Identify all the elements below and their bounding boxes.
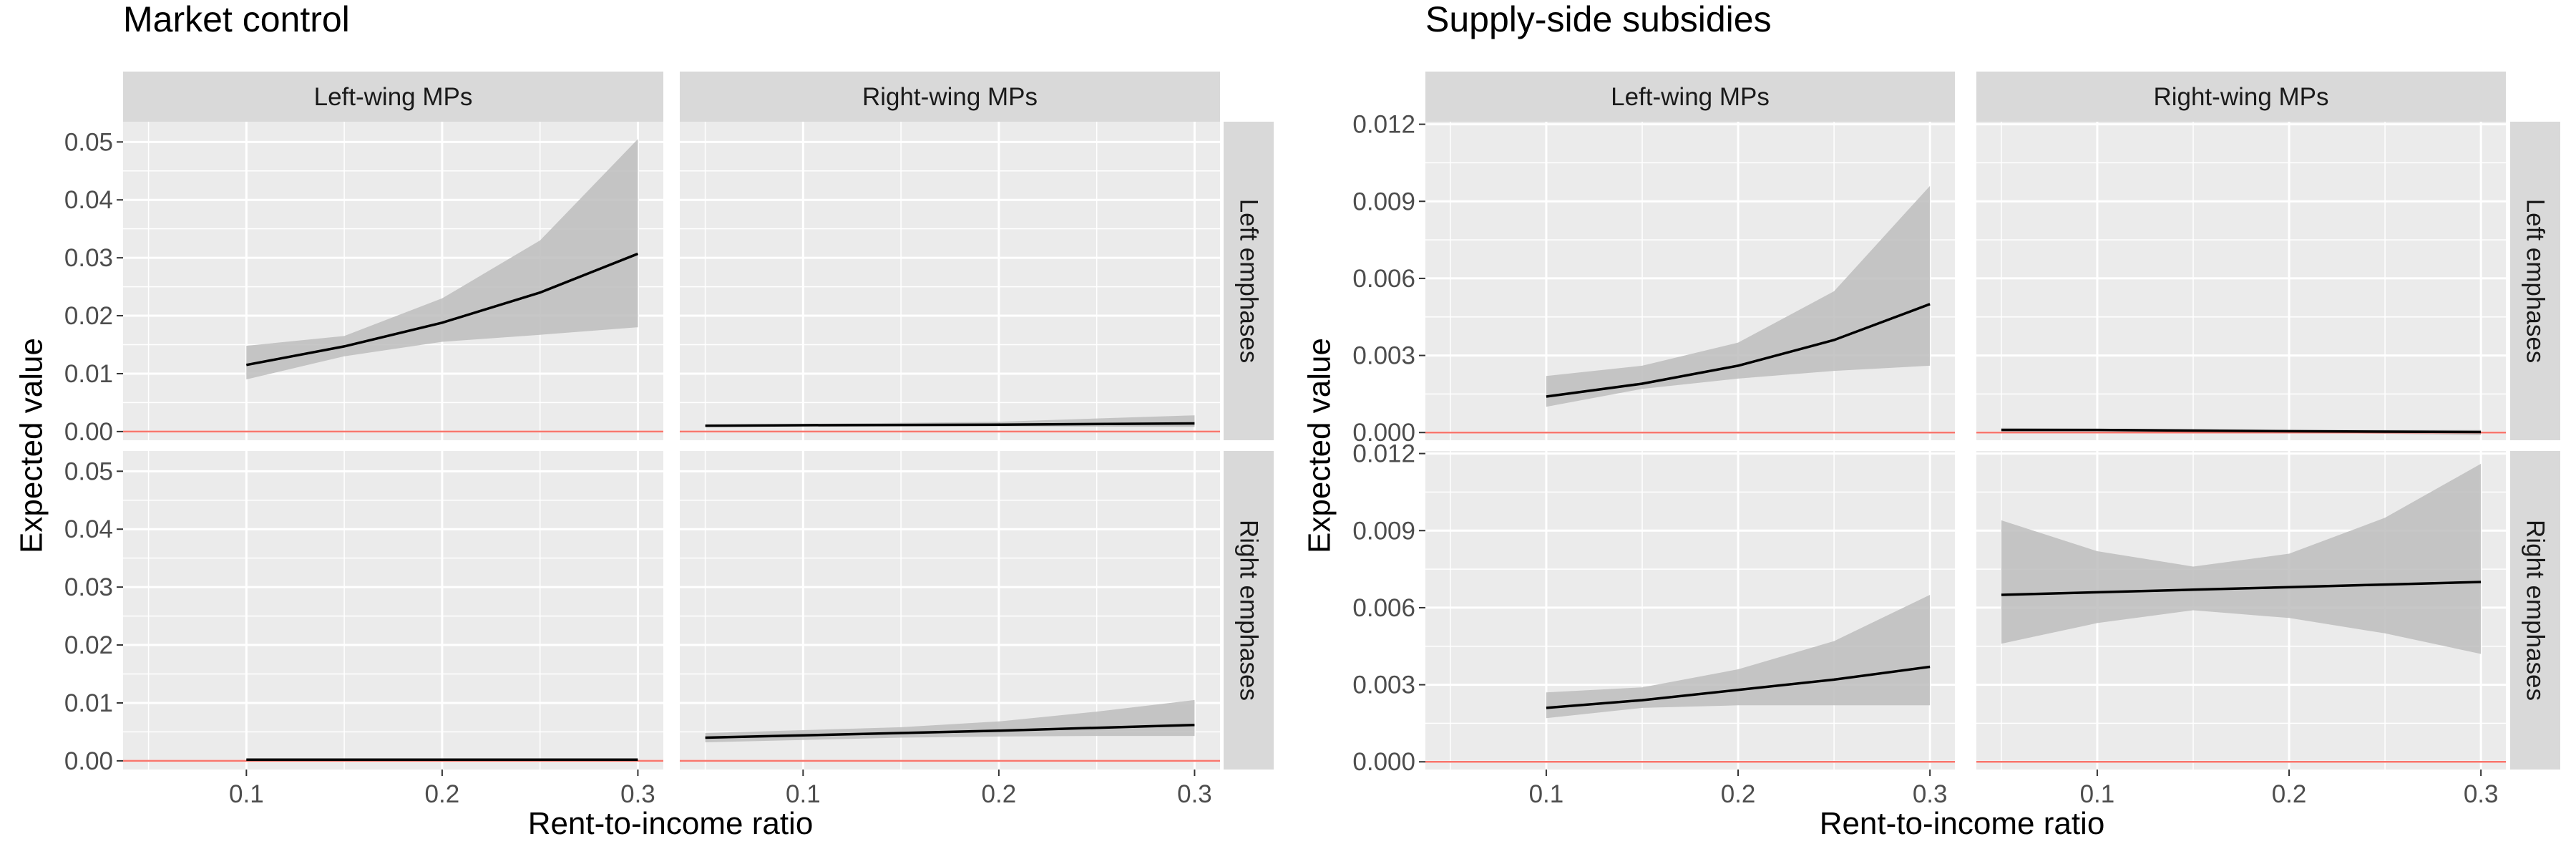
chart-title: Market control [123,0,350,39]
expected-value-line [2001,428,2482,434]
confidence-ribbon [705,699,1195,742]
confidence-ribbon [1546,595,1931,719]
y-tick-label: 0.012 [1352,440,1415,468]
confidence-ribbon [2001,463,2482,654]
x-tick-label: 0.1 [2080,780,2115,808]
row-strip [2510,122,2560,440]
x-axis-title: Rent-to-income ratio [528,806,814,841]
chart-supply-side-subsidies: Supply-side subsidies Left-wing MPs Right-… [1302,0,2560,841]
y-tick-label: 0.000 [1352,748,1415,776]
panel-background [1425,451,1955,770]
row-strip [1224,122,1274,440]
y-tick-label: 0.03 [64,573,113,601]
y-tick-label: 0.003 [1352,671,1415,699]
expected-value-line [1546,665,1931,709]
panel-background [1976,122,2506,440]
row-strip [2510,451,2560,770]
facet-panel [680,451,1220,770]
facet-panel [1976,451,2506,770]
y-tick-label: 0.02 [64,302,113,330]
row-strip-label: Left emphases [1235,199,1263,364]
y-tick-label: 0.01 [64,689,113,717]
y-tick-label: 0.009 [1352,188,1415,215]
y-tick-label: 0.04 [64,515,113,543]
chart-title: Supply-side subsidies [1425,0,1772,39]
x-tick-label: 0.2 [1721,780,1756,808]
y-tick-label: 0.01 [64,360,113,388]
y-tick-label: 0.00 [64,747,113,775]
column-strip-label: Left-wing MPs [1611,83,1770,111]
y-tick-label: 0.05 [64,457,113,485]
column-strip-label: Left-wing MPs [314,83,473,111]
x-tick-label: 0.3 [1913,780,1948,808]
confidence-ribbon [246,139,638,380]
row-strip-label: Right emphases [1235,520,1263,701]
facet-panel [123,451,663,770]
y-tick-label: 0.009 [1352,517,1415,545]
column-strip [680,72,1220,122]
row-strip-label: Right emphases [2522,520,2550,701]
x-tick-label: 0.2 [982,780,1017,808]
expected-value-line [245,252,639,367]
expected-value-line [2001,581,2482,596]
panel-background [680,122,1220,440]
x-tick-label: 0.3 [2464,780,2499,808]
column-strip [1425,72,1955,122]
column-strip-label: Right-wing MPs [862,83,1038,111]
facet-panel [1425,451,1955,770]
x-axis-title: Rent-to-income ratio [1820,806,2105,841]
facet-panel [1976,122,2506,440]
row-strip-label: Left emphases [2522,199,2550,364]
y-tick-label: 0.03 [64,244,113,272]
confidence-ribbon [1546,185,1931,407]
facet-panel [1425,122,1955,440]
x-tick-label: 0.2 [2272,780,2307,808]
y-axis-title: Expected value [1302,338,1337,553]
y-tick-label: 0.006 [1352,594,1415,622]
row-strip [1224,451,1274,770]
expected-value-line [705,422,1195,427]
y-tick-label: 0.04 [64,186,113,214]
x-tick-label: 0.1 [786,780,821,808]
y-tick-label: 0.003 [1352,342,1415,370]
y-tick-label: 0.02 [64,631,113,659]
expected-value-line [705,723,1195,739]
x-tick-label: 0.2 [425,780,460,808]
column-strip [1976,72,2506,122]
x-tick-label: 0.1 [229,780,264,808]
column-strip [123,72,663,122]
y-tick-label: 0.006 [1352,265,1415,293]
expected-value-line [1546,303,1931,398]
x-tick-label: 0.3 [1177,780,1212,808]
x-tick-label: 0.1 [1529,780,1564,808]
y-tick-label: 0.000 [1352,419,1415,447]
facet-panel [680,122,1220,440]
y-tick-label: 0.00 [64,418,113,446]
column-strip-label: Right-wing MPs [2153,83,2328,111]
x-tick-label: 0.3 [620,780,655,808]
y-tick-label: 0.05 [64,128,113,156]
facet-panel [123,122,663,440]
y-axis-title: Expected value [14,338,49,553]
y-tick-label: 0.012 [1352,111,1415,139]
chart-market-control: Market control Left-wing MPs Right-wing MP… [14,0,1274,841]
panel-background [123,451,663,770]
